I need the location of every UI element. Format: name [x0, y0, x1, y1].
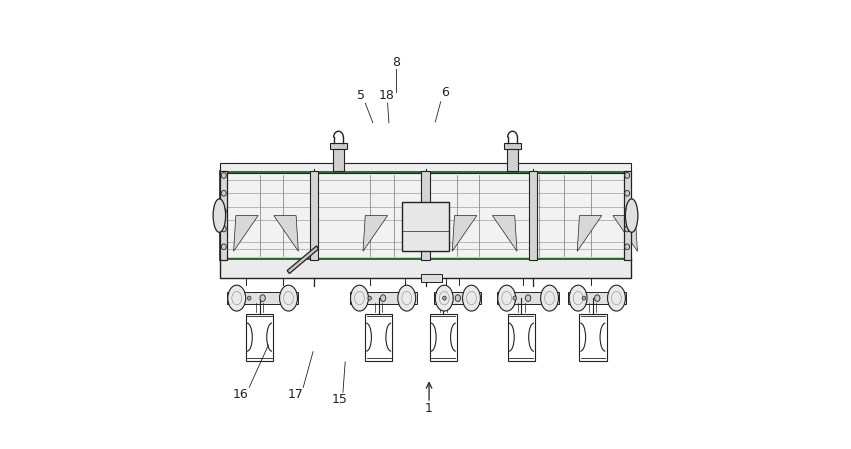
Ellipse shape — [221, 226, 226, 232]
Ellipse shape — [213, 199, 226, 232]
Text: 17: 17 — [288, 388, 304, 401]
Ellipse shape — [595, 295, 600, 301]
Ellipse shape — [513, 296, 517, 300]
Ellipse shape — [569, 285, 587, 311]
Ellipse shape — [455, 295, 460, 301]
Bar — [430, 314, 457, 361]
Bar — [333, 146, 344, 171]
Polygon shape — [452, 216, 477, 251]
Ellipse shape — [625, 172, 630, 178]
Bar — [507, 146, 518, 171]
Ellipse shape — [380, 295, 386, 301]
Ellipse shape — [625, 244, 630, 250]
Bar — [220, 171, 631, 260]
Polygon shape — [403, 216, 428, 251]
Ellipse shape — [608, 285, 625, 311]
Bar — [310, 171, 318, 260]
Text: 18: 18 — [379, 88, 395, 101]
Ellipse shape — [221, 190, 226, 196]
Bar — [507, 314, 535, 361]
Ellipse shape — [443, 296, 446, 300]
Ellipse shape — [397, 285, 415, 311]
Ellipse shape — [525, 295, 531, 301]
Text: 5: 5 — [357, 88, 365, 101]
Ellipse shape — [540, 285, 558, 311]
Bar — [330, 143, 346, 149]
Bar — [365, 314, 392, 361]
Bar — [350, 292, 417, 304]
Bar — [528, 171, 537, 260]
Bar — [568, 292, 626, 304]
Text: 16: 16 — [233, 388, 248, 401]
Text: 15: 15 — [332, 393, 348, 406]
Ellipse shape — [625, 208, 630, 214]
Text: 6: 6 — [441, 86, 448, 99]
Bar — [434, 292, 482, 304]
Ellipse shape — [260, 295, 266, 301]
Ellipse shape — [582, 296, 585, 300]
Polygon shape — [274, 216, 299, 251]
Ellipse shape — [625, 199, 638, 232]
Ellipse shape — [248, 296, 251, 300]
Bar — [421, 171, 430, 260]
Ellipse shape — [280, 285, 298, 311]
Bar — [220, 163, 631, 173]
Text: 1: 1 — [426, 402, 433, 415]
Polygon shape — [613, 216, 637, 251]
Ellipse shape — [436, 285, 454, 311]
Ellipse shape — [221, 244, 226, 250]
Ellipse shape — [368, 296, 372, 300]
Polygon shape — [363, 216, 387, 251]
Bar — [220, 171, 227, 260]
Polygon shape — [234, 216, 258, 251]
Ellipse shape — [625, 190, 630, 196]
Polygon shape — [577, 216, 602, 251]
Polygon shape — [493, 216, 517, 251]
Bar — [624, 171, 631, 260]
Bar — [246, 314, 273, 361]
Ellipse shape — [351, 285, 368, 311]
Polygon shape — [287, 246, 318, 273]
Ellipse shape — [463, 285, 480, 311]
Bar — [497, 292, 559, 304]
Ellipse shape — [625, 226, 630, 232]
Ellipse shape — [221, 172, 226, 178]
Ellipse shape — [228, 285, 246, 311]
Bar — [403, 202, 448, 251]
Text: 8: 8 — [392, 57, 401, 70]
Bar — [220, 258, 631, 278]
Bar — [505, 143, 521, 149]
Bar — [579, 314, 607, 361]
Bar — [227, 292, 299, 304]
Ellipse shape — [221, 208, 226, 214]
Bar — [421, 273, 443, 282]
Ellipse shape — [498, 285, 516, 311]
